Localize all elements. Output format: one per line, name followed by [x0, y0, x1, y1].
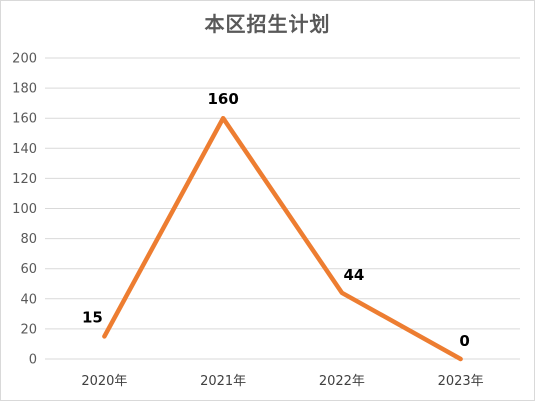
chart-title: 本区招生计划	[204, 12, 331, 36]
x-category-label: 2020年	[81, 374, 127, 389]
data-label: 0	[459, 332, 469, 350]
y-axis-ticks: 0 20 40 60 80 100 120 140 160 180 200	[12, 52, 37, 368]
y-tick-label: 60	[20, 262, 37, 277]
x-category-label: 2023年	[438, 374, 484, 389]
y-tick-label: 0	[29, 353, 37, 368]
y-tick-label: 120	[12, 172, 37, 187]
x-category-label: 2022年	[319, 374, 365, 389]
y-tick-label: 200	[12, 52, 37, 67]
y-tick-label: 140	[12, 142, 37, 157]
data-label: 15	[82, 308, 103, 326]
y-tick-label: 40	[20, 292, 37, 307]
y-tick-label: 180	[12, 82, 37, 97]
y-tick-label: 160	[12, 112, 37, 127]
y-tick-label: 20	[20, 322, 37, 337]
x-category-label: 2021年	[200, 374, 246, 389]
series-line	[102, 115, 463, 362]
data-labels: 15 160 44 0	[82, 90, 470, 350]
x-axis-categories: 2020年 2021年 2022年 2023年	[81, 374, 483, 389]
series-polyline	[102, 115, 463, 362]
data-label: 160	[207, 90, 238, 108]
y-tick-label: 100	[12, 202, 37, 217]
y-tick-label: 80	[20, 232, 37, 247]
data-label: 44	[343, 266, 364, 284]
